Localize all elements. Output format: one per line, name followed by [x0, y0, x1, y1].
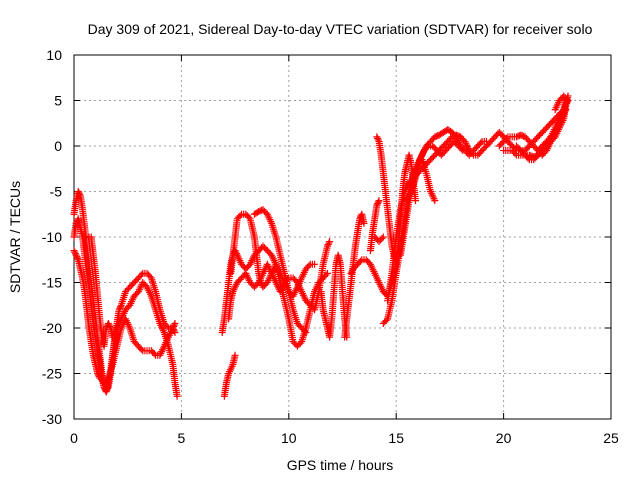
data-point — [379, 233, 387, 241]
data-point — [511, 150, 519, 158]
data-point — [173, 392, 181, 400]
data-point — [106, 322, 114, 330]
data-point — [477, 139, 485, 147]
data-point — [482, 137, 490, 145]
data-point — [551, 106, 559, 114]
x-tick-label: 25 — [603, 430, 619, 446]
data-point — [109, 333, 117, 341]
data-point — [431, 197, 439, 205]
y-tick-label: 10 — [46, 47, 62, 63]
data-point — [502, 134, 510, 142]
data-point — [231, 351, 239, 359]
data-point — [374, 134, 382, 142]
x-tick-label: 15 — [388, 430, 404, 446]
data-point — [171, 319, 179, 327]
data-point — [378, 235, 386, 243]
data-point — [374, 136, 382, 144]
x-tick-label: 0 — [70, 430, 78, 446]
x-axis-label: GPS time / hours — [287, 457, 394, 473]
data-point — [347, 269, 355, 277]
data-point — [170, 321, 178, 329]
x-tick-label: 20 — [496, 430, 512, 446]
data-point — [137, 345, 145, 353]
y-tick-label: -10 — [42, 229, 62, 245]
data-point — [104, 319, 112, 327]
y-axis-label: SDTVAR / TECUs — [7, 181, 23, 293]
data-point — [71, 248, 79, 256]
data-point — [74, 254, 82, 262]
data-point — [257, 279, 265, 286]
data-point — [117, 303, 125, 311]
data-point — [75, 189, 83, 197]
grid — [74, 55, 611, 419]
data-point — [373, 201, 381, 209]
data-point — [245, 213, 253, 221]
data-point — [73, 253, 81, 261]
data-point — [71, 250, 79, 258]
y-tick-label: 5 — [54, 93, 62, 109]
data-point — [356, 257, 364, 265]
data-point — [301, 327, 309, 335]
data-point — [374, 198, 382, 206]
data-points — [70, 92, 572, 400]
data-point — [105, 321, 113, 329]
data-point — [116, 304, 124, 312]
data-point — [150, 350, 158, 358]
data-point — [70, 247, 78, 255]
data-point — [326, 238, 334, 246]
data-point — [324, 241, 332, 249]
data-point — [457, 145, 465, 153]
data-point — [348, 268, 356, 276]
data-point — [323, 269, 331, 277]
data-point — [423, 144, 431, 152]
data-point — [169, 324, 177, 332]
data-point — [305, 262, 313, 270]
y-tick-label: -15 — [42, 275, 62, 291]
x-tick-label: 10 — [281, 430, 297, 446]
data-point — [373, 133, 381, 141]
data-point — [563, 98, 571, 106]
y-tick-label: 0 — [54, 138, 62, 154]
y-tick-label: -30 — [42, 411, 62, 427]
data-point — [360, 219, 368, 227]
data-point — [236, 212, 244, 220]
data-point — [72, 251, 80, 259]
data-point — [562, 101, 570, 109]
data-point — [325, 239, 333, 247]
data-point — [170, 322, 178, 330]
data-point — [459, 147, 467, 155]
data-point — [94, 371, 102, 379]
data-point — [311, 260, 319, 268]
data-point — [76, 191, 84, 199]
data-point — [524, 154, 532, 162]
data-point — [375, 197, 383, 205]
axis-ticks: 0 5 10 15 20 25 -30 -25 -20 -15 -10 -5 0 5 10 — [42, 47, 619, 446]
data-point — [374, 200, 382, 208]
data-point — [115, 306, 123, 314]
data-point — [94, 370, 102, 377]
y-tick-label: -20 — [42, 320, 62, 336]
x-tick-label: 5 — [178, 430, 186, 446]
y-tick-label: -25 — [42, 366, 62, 382]
data-point — [74, 188, 82, 195]
chart-title: Day 309 of 2021, Sidereal Day-to-day VTE… — [88, 21, 593, 37]
data-point — [302, 329, 310, 337]
data-point — [163, 322, 171, 330]
data-point — [382, 316, 390, 324]
data-point — [137, 271, 145, 279]
data-point — [412, 197, 420, 205]
y-tick-label: -5 — [50, 184, 63, 200]
data-point — [323, 242, 331, 250]
